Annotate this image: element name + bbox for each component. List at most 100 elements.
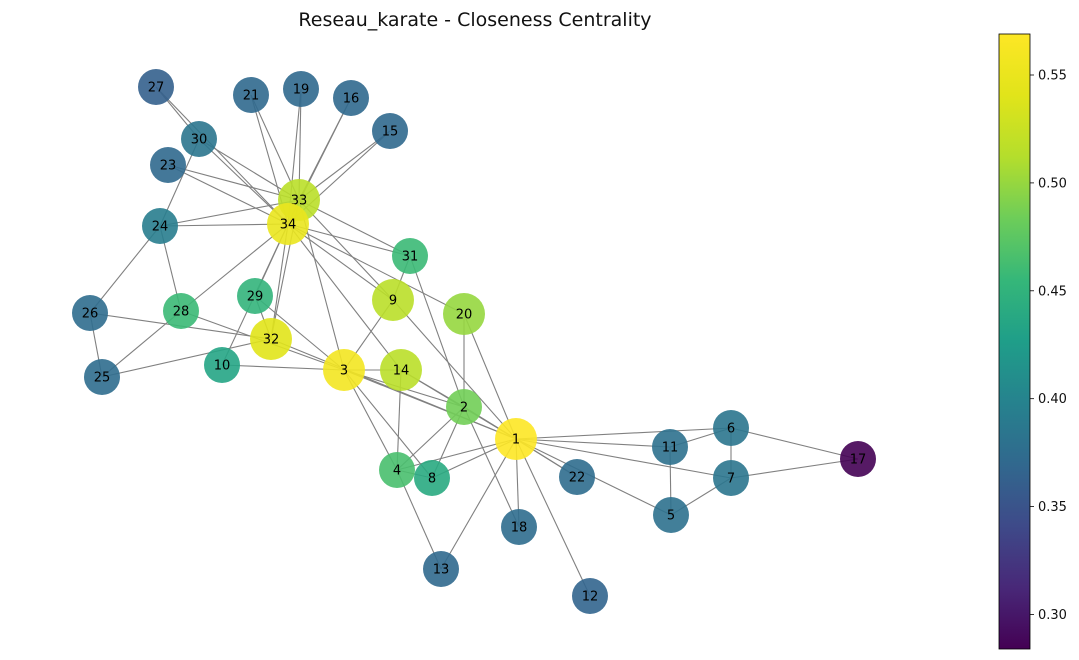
edge-2-18 xyxy=(463,406,520,528)
node-32: 32 xyxy=(250,318,292,360)
node-3: 3 xyxy=(323,349,365,391)
node-1: 1 xyxy=(495,418,537,460)
node-circle-17 xyxy=(840,441,876,477)
node-label-24: 24 xyxy=(152,220,169,235)
node-circle-14 xyxy=(380,349,422,391)
edge-25-32 xyxy=(101,338,272,378)
node-circle-5 xyxy=(653,497,689,533)
node-23: 23 xyxy=(150,147,186,183)
node-circle-11 xyxy=(652,429,688,465)
node-label-12: 12 xyxy=(582,590,599,605)
edge-27-34 xyxy=(155,86,289,225)
node-11: 11 xyxy=(652,429,688,465)
node-label-22: 22 xyxy=(569,471,586,486)
node-14: 14 xyxy=(380,349,422,391)
node-label-31: 31 xyxy=(402,250,419,265)
figure-title: Reseau_karate - Closeness Centrality xyxy=(298,9,651,31)
node-label-8: 8 xyxy=(428,472,436,487)
node-circle-6 xyxy=(713,410,749,446)
node-label-9: 9 xyxy=(389,294,397,309)
node-label-4: 4 xyxy=(393,464,401,479)
node-9: 9 xyxy=(372,279,414,321)
node-label-6: 6 xyxy=(727,422,735,437)
node-30: 30 xyxy=(181,121,217,157)
edge-6-17 xyxy=(730,427,859,460)
node-label-32: 32 xyxy=(263,333,280,348)
node-circle-3 xyxy=(323,349,365,391)
colorbar-tick-label: 0.30 xyxy=(1038,608,1067,623)
edge-1-6 xyxy=(515,427,732,440)
node-circle-23 xyxy=(150,147,186,183)
node-circle-15 xyxy=(372,113,408,149)
node-label-23: 23 xyxy=(160,159,177,174)
node-circle-29 xyxy=(237,278,273,314)
node-22: 22 xyxy=(559,459,595,495)
node-label-3: 3 xyxy=(340,364,348,379)
node-29: 29 xyxy=(237,278,273,314)
node-label-21: 21 xyxy=(243,89,260,104)
node-label-1: 1 xyxy=(512,433,520,448)
node-circle-4 xyxy=(379,452,415,488)
node-5: 5 xyxy=(653,497,689,533)
node-25: 25 xyxy=(84,359,120,395)
edge-9-34 xyxy=(287,223,394,301)
colorbar-gradient xyxy=(998,33,1031,650)
edge-2-31 xyxy=(409,255,465,408)
node-circle-21 xyxy=(233,77,269,113)
node-circle-32 xyxy=(250,318,292,360)
node-label-13: 13 xyxy=(433,563,450,578)
node-circle-7 xyxy=(713,460,749,496)
node-circle-22 xyxy=(559,459,595,495)
node-circle-30 xyxy=(181,121,217,157)
edge-1-7 xyxy=(515,438,732,479)
node-19: 19 xyxy=(283,71,319,107)
edge-14-34 xyxy=(287,223,402,371)
node-label-15: 15 xyxy=(382,125,399,140)
node-label-11: 11 xyxy=(662,441,679,456)
node-circle-8 xyxy=(414,460,450,496)
colorbar-ticks: 0.30 0.35 0.40 0.45 0.50 0.55 xyxy=(1030,69,1067,623)
edges-layer xyxy=(89,86,859,597)
edge-24-34 xyxy=(159,223,289,227)
node-circle-34 xyxy=(267,203,309,245)
edge-7-17 xyxy=(730,458,859,479)
colorbar-tick-label: 0.55 xyxy=(1038,69,1067,84)
node-circle-24 xyxy=(142,208,178,244)
node-20: 20 xyxy=(443,293,485,335)
node-label-29: 29 xyxy=(247,290,264,305)
edge-23-33 xyxy=(167,164,300,201)
edge-1-12 xyxy=(515,438,591,597)
node-circle-16 xyxy=(333,80,369,116)
node-label-27: 27 xyxy=(148,81,165,96)
node-31: 31 xyxy=(392,238,428,274)
node-28: 28 xyxy=(163,293,199,329)
node-label-26: 26 xyxy=(82,307,99,322)
node-18: 18 xyxy=(501,509,537,545)
node-27: 27 xyxy=(138,69,174,105)
edge-24-26 xyxy=(89,225,161,314)
node-circle-12 xyxy=(572,578,608,614)
edge-3-8 xyxy=(343,369,433,479)
node-circle-9 xyxy=(372,279,414,321)
node-13: 13 xyxy=(423,551,459,587)
node-24: 24 xyxy=(142,208,178,244)
node-label-14: 14 xyxy=(393,364,410,379)
node-circle-27 xyxy=(138,69,174,105)
node-10: 10 xyxy=(204,347,240,383)
edge-28-34 xyxy=(180,223,289,312)
edge-1-11 xyxy=(515,438,671,448)
node-circle-13 xyxy=(423,551,459,587)
node-label-5: 5 xyxy=(667,509,675,524)
node-circle-26 xyxy=(72,295,108,331)
node-label-20: 20 xyxy=(456,308,473,323)
node-17: 17 xyxy=(840,441,876,477)
colorbar-tick-label: 0.35 xyxy=(1038,500,1067,515)
node-circle-1 xyxy=(495,418,537,460)
node-4: 4 xyxy=(379,452,415,488)
node-21: 21 xyxy=(233,77,269,113)
node-7: 7 xyxy=(713,460,749,496)
edge-1-9 xyxy=(392,299,517,440)
node-label-30: 30 xyxy=(191,133,208,148)
node-label-34: 34 xyxy=(280,218,297,233)
